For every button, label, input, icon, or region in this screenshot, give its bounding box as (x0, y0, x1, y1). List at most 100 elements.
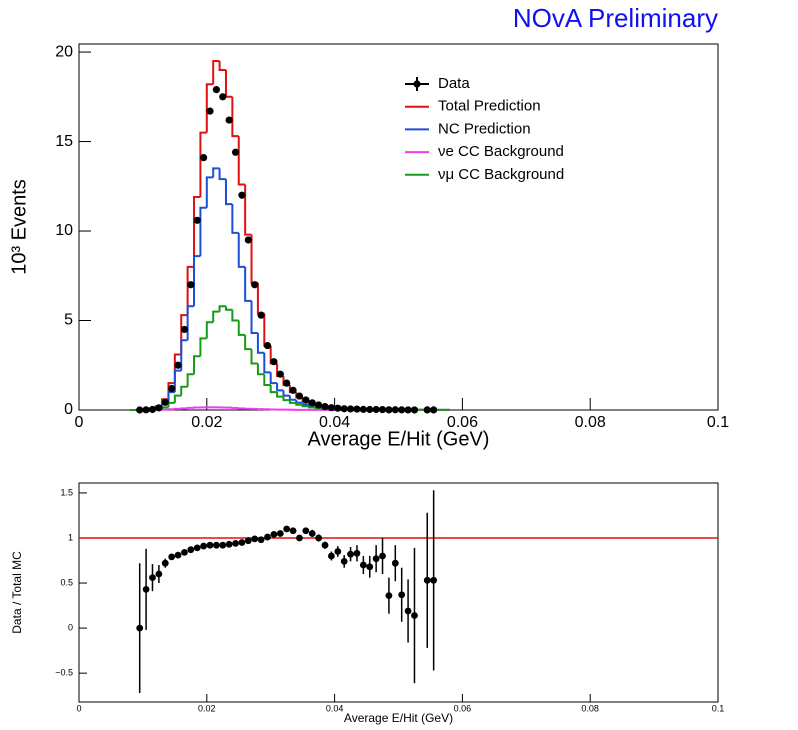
ratio-point (308, 530, 316, 537)
ratio-point (142, 585, 150, 593)
ratio-point (391, 559, 399, 567)
histogram-step (276, 392, 284, 398)
histogram-step (212, 167, 220, 178)
data-point (391, 406, 399, 414)
ratio-point (200, 542, 208, 550)
data-point (295, 392, 304, 400)
ratio-point (296, 534, 303, 542)
data-point (263, 341, 272, 350)
data-point (244, 236, 252, 244)
ratio-point (238, 539, 246, 546)
data-point (289, 386, 297, 394)
legend-marker (413, 80, 421, 88)
data-point (327, 404, 336, 412)
x-tick-label: 0.04 (326, 704, 344, 714)
data-point (430, 406, 438, 414)
histogram-step (269, 372, 278, 385)
ratio-point (264, 533, 271, 541)
histogram-step (205, 176, 214, 208)
histogram-step (180, 407, 188, 410)
x-axis-label: Average E/Hit (GeV) (308, 428, 490, 450)
y-tick-label: 0 (68, 622, 73, 632)
histogram-step (288, 400, 297, 404)
data-point (283, 379, 291, 387)
x-tick-label: 0.02 (198, 704, 216, 714)
histogram-step (205, 321, 214, 339)
y-tick-label: 1.5 (60, 487, 73, 497)
histogram-step (231, 309, 239, 322)
ratio-point (398, 591, 406, 599)
histogram-step (186, 406, 195, 409)
data-point (398, 406, 406, 414)
histogram-step (263, 352, 271, 374)
x-tick-label: 0.1 (707, 414, 729, 431)
histogram-step (212, 310, 220, 323)
data-point (276, 370, 284, 378)
histogram-step (180, 339, 188, 371)
ratio-point (334, 548, 342, 555)
histogram-step (282, 396, 290, 402)
ratio-point (302, 527, 310, 535)
ratio-point (347, 550, 354, 558)
histogram-step (269, 384, 278, 394)
ratio-point (423, 576, 431, 584)
ratio-point (187, 546, 195, 554)
histogram-step (237, 320, 246, 336)
ratio-point (372, 555, 380, 563)
histogram-step (301, 404, 310, 408)
data-point (340, 405, 348, 413)
data-point (136, 406, 144, 414)
x-tick-label: 0.06 (454, 704, 472, 714)
data-point (187, 281, 195, 289)
data-point (308, 399, 316, 407)
ratio-point (404, 607, 412, 615)
histogram-step (224, 306, 233, 311)
ratio-point (155, 570, 163, 578)
histogram-step (218, 168, 226, 181)
x-tick-label: 0.02 (191, 414, 222, 431)
ratio-point (379, 552, 386, 560)
chart-title: NOvA Preliminary (513, 3, 718, 33)
histogram-step (199, 206, 207, 257)
data-point (321, 402, 329, 411)
ratio-point (353, 549, 361, 557)
x-axis-label: Average E/Hit (GeV) (344, 711, 453, 725)
data-point (174, 361, 182, 369)
ratio-point (340, 558, 348, 565)
histogram-step (167, 391, 175, 403)
y-tick-label: 0 (64, 401, 73, 418)
legend-label: Total Prediction (438, 98, 541, 115)
histogram-step (276, 383, 284, 392)
ratio-point (232, 539, 239, 547)
ratio-point (411, 612, 418, 619)
histogram-step (199, 337, 207, 357)
x-tick-label: 0 (75, 414, 84, 431)
data-point (225, 116, 233, 124)
data-point (404, 406, 412, 414)
histogram-step (244, 334, 252, 351)
ratio-point (315, 534, 323, 542)
histogram-step (237, 232, 246, 268)
data-point (346, 405, 355, 413)
histogram-step (263, 313, 271, 347)
data-point (193, 216, 201, 224)
ratio-point (181, 548, 188, 556)
ratio-point (168, 553, 176, 561)
data-point (257, 311, 265, 319)
histogram-step (256, 363, 265, 376)
histogram-step (193, 255, 201, 307)
data-point (378, 405, 387, 414)
ratio-point (149, 574, 156, 582)
data-point (219, 93, 227, 101)
data-point (385, 406, 393, 414)
ratio-point (244, 537, 252, 545)
data-point (270, 358, 278, 366)
data-point (155, 404, 163, 412)
y-tick-label: 0.5 (60, 577, 73, 587)
ratio-point (385, 592, 393, 600)
histogram-step (256, 333, 265, 354)
data-point (315, 401, 323, 409)
ratio-point (219, 541, 227, 549)
histogram-step (193, 355, 201, 375)
